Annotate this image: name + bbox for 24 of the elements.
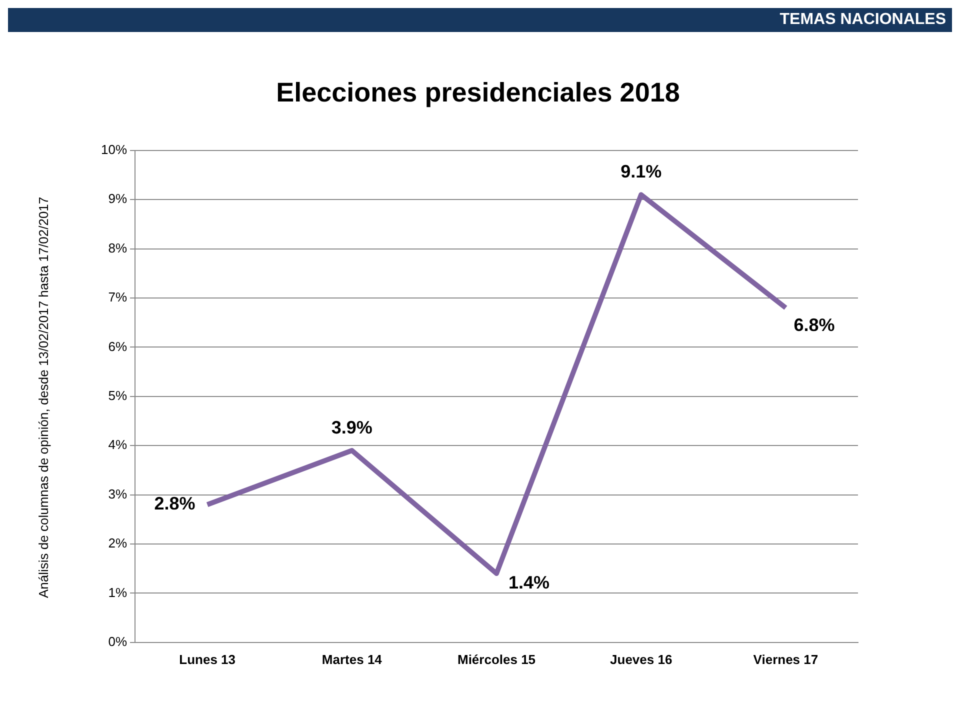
data-label: 6.8% — [794, 314, 835, 335]
text: TEMAS NACIONALES — [780, 11, 946, 29]
x-tick-label: Lunes 13 — [179, 652, 236, 667]
chart-title: Elecciones presidenciales 2018 — [276, 78, 680, 108]
y-tick-label: 6% — [108, 338, 128, 354]
y-tick-label: 5% — [108, 388, 128, 403]
data-label: 2.8% — [154, 494, 196, 514]
x-tick-label: Viernes 17 — [753, 652, 818, 667]
y-tick-label: 0% — [108, 634, 128, 649]
text: Análisis de columnas de opinión, desde 13/02/2017 hasta 17/02/2017 — [36, 196, 51, 598]
y-tick-label: 4% — [108, 437, 128, 452]
y-tick-label: 8% — [108, 240, 128, 256]
y-tick-label: 2% — [108, 536, 128, 551]
y-tick-label: 3% — [108, 486, 128, 502]
x-tick-label: Martes 14 — [322, 652, 383, 667]
y-tick-label: 9% — [108, 191, 128, 206]
data-label: 9.1% — [620, 162, 662, 182]
y-tick-label: 10% — [100, 142, 128, 157]
x-tick-label: Miércoles 15 — [457, 652, 536, 667]
y-tick-label: 7% — [108, 290, 128, 305]
y-tick-label: 1% — [108, 584, 128, 600]
data-label: 3.9% — [331, 417, 372, 438]
x-tick-label: Jueves 16 — [610, 652, 672, 667]
data-label: 1.4% — [508, 572, 550, 592]
